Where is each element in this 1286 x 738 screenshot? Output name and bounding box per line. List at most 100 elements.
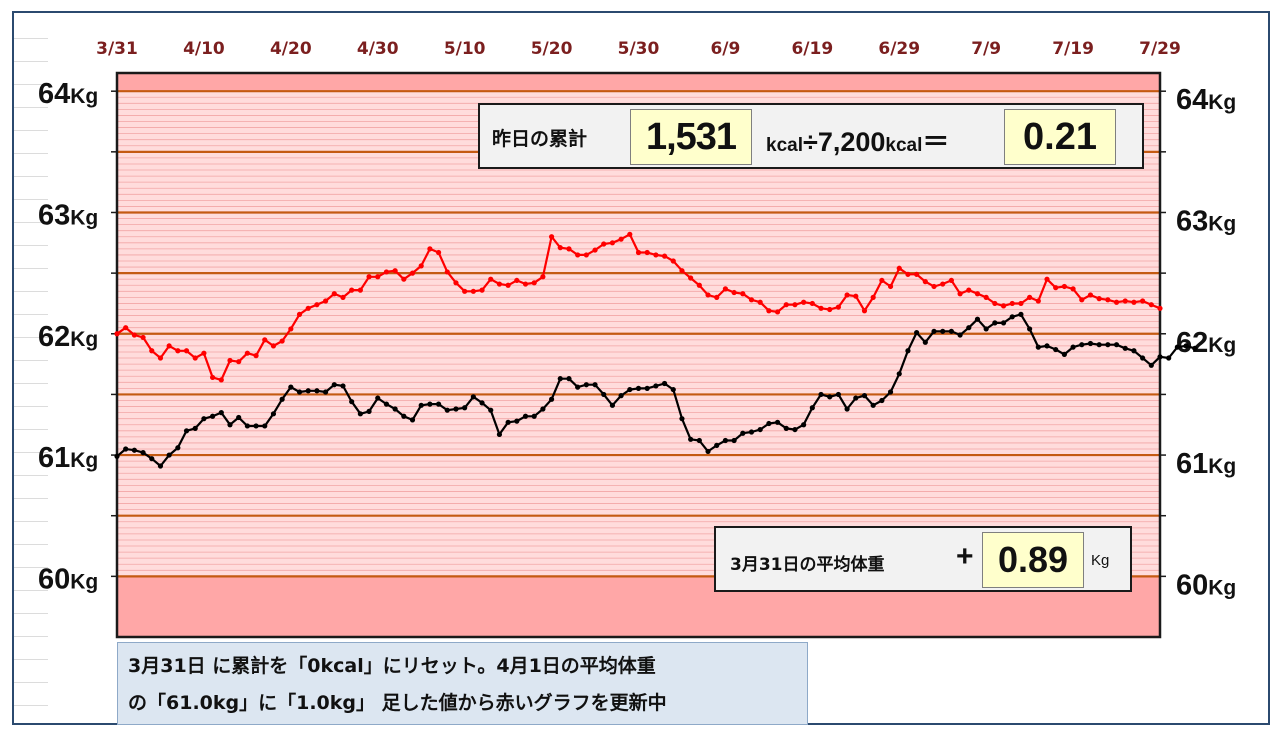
red-series-point	[722, 286, 729, 292]
red-series-point	[218, 377, 224, 383]
black-series-point	[531, 413, 537, 419]
red-series-point	[279, 338, 285, 344]
margin-guide-line	[14, 659, 48, 660]
x-tick-label: 7/29	[1139, 39, 1181, 59]
black-series-point	[409, 417, 416, 423]
plus-sign: +	[956, 540, 974, 573]
red-series-point	[444, 269, 450, 275]
y-tick-label-left: 62Kg	[38, 321, 98, 353]
margin-guide-line	[14, 199, 48, 200]
red-series-point	[870, 294, 876, 300]
margin-guide-line	[14, 590, 48, 591]
red-series-point	[427, 246, 433, 252]
red-series-point	[748, 297, 755, 303]
black-series-point	[357, 411, 363, 417]
red-series-point	[531, 280, 537, 286]
black-series-point	[688, 436, 694, 442]
red-series-point	[392, 268, 398, 274]
average-weight-offset-value: 0.89	[982, 532, 1084, 588]
y-tick-unit: Kg	[1208, 212, 1236, 235]
red-series-point	[401, 276, 407, 282]
black-series-point	[496, 431, 503, 438]
y-tick-number: 60	[38, 563, 70, 595]
red-series-point	[696, 282, 702, 288]
y-tick-unit: Kg	[70, 85, 98, 108]
black-series-point	[296, 389, 303, 395]
red-series-point	[375, 274, 381, 280]
black-series-point	[801, 422, 807, 428]
kcal-summary-box: 昨日の累計 1,531 kcal÷7,200kcal＝ 0.21	[478, 103, 1144, 169]
equals-sign: ＝	[922, 127, 950, 157]
black-series-point	[192, 425, 198, 431]
black-series-point	[1061, 351, 1067, 357]
red-series-point	[366, 274, 372, 280]
red-series-point	[1053, 285, 1059, 291]
black-series-point	[566, 376, 572, 382]
black-series-point	[922, 339, 928, 345]
red-series-point	[575, 252, 581, 258]
black-series-point	[435, 401, 442, 407]
red-series-point	[670, 258, 676, 264]
red-series-point	[879, 277, 885, 284]
y-tick-label-right: 62Kg	[1176, 327, 1236, 359]
black-series-point	[1044, 343, 1050, 349]
margin-guide-line	[14, 314, 48, 315]
y-tick-number: 61	[38, 442, 70, 474]
black-series-point	[914, 329, 920, 336]
cumulative-kcal-value: 1,531	[630, 109, 752, 165]
red-series-point	[1140, 298, 1146, 304]
black-series-point	[1087, 340, 1094, 347]
y-tick-label-left: 64Kg	[38, 78, 98, 110]
y-tick-number: 62	[38, 321, 70, 353]
red-series-point	[957, 291, 963, 297]
black-series-point	[870, 402, 876, 408]
black-series-point	[201, 416, 207, 422]
black-series-point	[974, 316, 981, 322]
red-series-point	[1122, 298, 1128, 304]
y-tick-label-left: 61Kg	[38, 442, 98, 474]
red-series-point	[983, 294, 989, 300]
black-series-point	[140, 450, 146, 456]
margin-guide-line	[14, 406, 48, 407]
red-series-point	[1157, 305, 1163, 311]
black-series-point	[279, 396, 285, 402]
red-series-point	[435, 249, 442, 256]
y-tick-unit: Kg	[1208, 91, 1236, 114]
black-series-point	[1079, 342, 1085, 348]
black-series-point	[175, 445, 181, 451]
y-tick-unit: Kg	[70, 570, 98, 593]
red-series-point	[488, 276, 494, 282]
margin-guide-line	[14, 291, 48, 292]
margin-guide-line	[14, 636, 48, 637]
red-series-point	[948, 277, 955, 284]
black-series-point	[757, 426, 763, 433]
red-series-point	[1061, 283, 1067, 290]
y-tick-number: 60	[1176, 569, 1208, 601]
red-series-point	[679, 268, 685, 274]
kcal-formula: kcal÷7,200kcal＝	[766, 120, 949, 159]
red-series-point	[1113, 299, 1120, 305]
red-series-point	[479, 287, 485, 293]
red-series-point	[740, 291, 746, 297]
black-series-point	[644, 385, 650, 391]
red-series-point	[557, 245, 563, 251]
y-tick-label-right: 64Kg	[1176, 84, 1236, 116]
red-series-point	[305, 305, 311, 311]
black-series-point	[210, 413, 216, 419]
black-series-point	[236, 414, 242, 421]
black-series-point	[740, 430, 746, 436]
black-series-point	[835, 391, 842, 398]
x-tick-label: 5/20	[531, 39, 573, 59]
red-series-point	[166, 343, 172, 349]
red-series-point	[705, 292, 711, 298]
black-series-point	[653, 383, 659, 389]
margin-guide-line	[14, 383, 48, 384]
black-series-point	[705, 448, 711, 455]
red-series-point	[323, 298, 329, 304]
black-series-point	[288, 384, 294, 390]
red-series-point	[714, 294, 720, 300]
black-series-point	[183, 428, 190, 434]
black-series-point	[792, 426, 798, 433]
black-series-point	[1148, 362, 1154, 368]
red-series-point	[114, 331, 120, 337]
